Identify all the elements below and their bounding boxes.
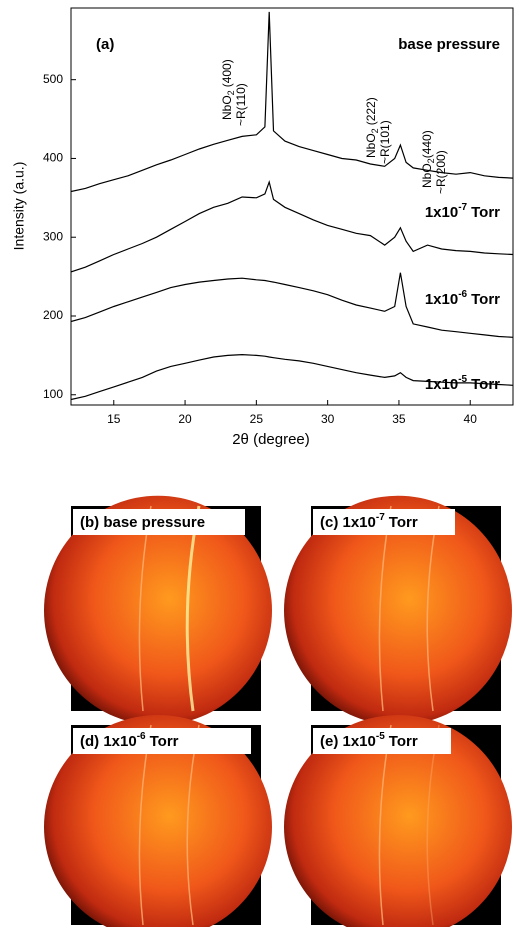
label: base pressure	[398, 36, 500, 53]
label: (c) 1x10-7 Torr	[320, 512, 418, 531]
label: (e) 1x10-5 Torr	[320, 731, 418, 750]
y-tick-label: 300	[43, 229, 63, 243]
diffraction-image: (e) 1x10-5 Torr	[284, 715, 512, 927]
label-part: Torr	[150, 733, 179, 750]
peak-label: NbO2 (222)	[364, 97, 380, 158]
label: 1x10-5 Torr	[425, 374, 500, 393]
superscript: -6	[458, 289, 467, 300]
label-part: (d) 1x10	[80, 733, 137, 750]
hkl: (222)	[364, 97, 378, 125]
panel-label: (a)	[96, 36, 114, 53]
peak-label: NbO2(440)	[420, 130, 436, 188]
label-part: 1x10	[425, 376, 458, 393]
superscript: -7	[376, 512, 385, 523]
x-tick-label: 20	[178, 412, 192, 426]
y-tick-label: 500	[43, 72, 63, 86]
rutile-label: ~R(101)	[378, 120, 392, 164]
phosphor-screen	[44, 715, 272, 927]
label: (d) 1x10-6 Torr	[80, 731, 179, 750]
hkl: (400)	[220, 59, 234, 87]
subscript: 2	[426, 158, 436, 163]
xrd-curve	[71, 353, 513, 401]
x-tick-label: 15	[107, 412, 121, 426]
x-axis-label: 2θ (degree)	[232, 431, 310, 448]
label-part: Torr	[471, 291, 500, 308]
superscript: -7	[458, 202, 467, 213]
subscript: 2	[370, 128, 380, 133]
label-box	[313, 728, 451, 754]
superscript: -5	[376, 731, 385, 742]
label-box	[73, 509, 245, 535]
superscript: -6	[137, 731, 146, 742]
phase: NbO	[220, 95, 234, 120]
xrd-curve	[71, 11, 513, 193]
label: 1x10-6 Torr	[425, 289, 500, 308]
label-part: base pressure	[398, 36, 500, 53]
phosphor-screen	[44, 495, 272, 726]
label-part: (b) base pressure	[80, 514, 205, 531]
label-part: Torr	[471, 204, 500, 221]
phase: NbO	[420, 163, 434, 188]
y-tick-label: 200	[43, 308, 63, 322]
xrd-curve	[71, 180, 513, 273]
x-tick-label: 25	[250, 412, 264, 426]
superscript: -5	[458, 374, 467, 385]
phase: NbO	[364, 133, 378, 158]
xrd-curve	[71, 272, 513, 338]
label-part: Torr	[471, 376, 500, 393]
label-part: 1x10	[425, 291, 458, 308]
x-tick-label: 40	[464, 412, 478, 426]
label-box	[73, 728, 251, 754]
diffraction-image: (b) base pressure	[44, 495, 272, 726]
label-part: Torr	[389, 733, 418, 750]
label: 1x10-7 Torr	[425, 202, 500, 221]
label: (b) base pressure	[80, 514, 205, 531]
subscript: 2	[226, 90, 236, 95]
label-part: (c) 1x10	[320, 514, 376, 531]
hkl: (440)	[420, 130, 434, 158]
y-tick-label: 400	[43, 151, 63, 165]
diffraction-image: (c) 1x10-7 Torr	[284, 495, 512, 726]
label-part: (e) 1x10	[320, 733, 376, 750]
x-tick-label: 35	[392, 412, 406, 426]
plot-frame	[70, 7, 514, 406]
diffraction-image: (d) 1x10-6 Torr	[44, 715, 272, 927]
peak-label: NbO2 (400)	[220, 59, 236, 120]
y-tick-label: 100	[43, 387, 63, 401]
phosphor-screen	[284, 495, 512, 726]
x-tick-label: 30	[321, 412, 335, 426]
y-axis-label: Intensity (a.u.)	[11, 162, 27, 251]
label-box	[313, 509, 455, 535]
phosphor-screen	[284, 715, 512, 927]
label-part: 1x10	[425, 204, 458, 221]
label-part: Torr	[389, 514, 418, 531]
rutile-label: ~R(110)	[234, 83, 248, 126]
rutile-label: ~R(200)	[434, 150, 448, 194]
